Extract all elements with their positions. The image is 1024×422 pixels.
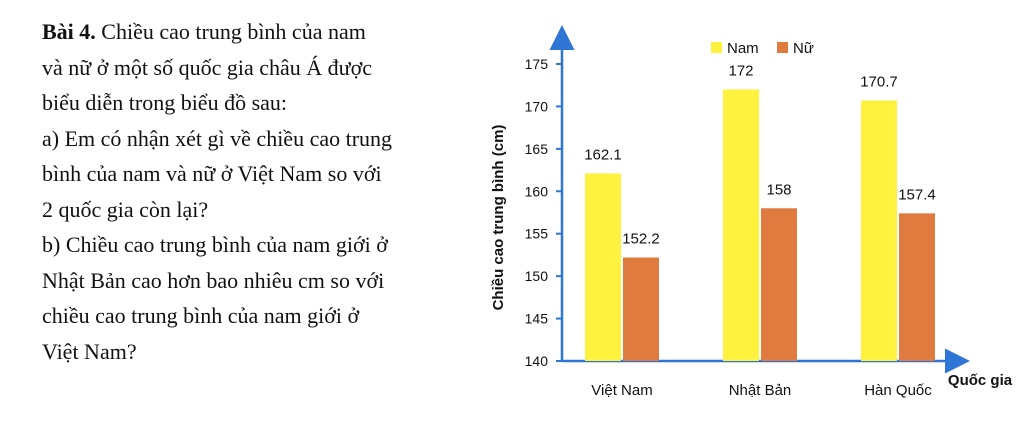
x-category-label: Việt Nam xyxy=(591,382,652,399)
question-a-line-1: a) Em có nhận xét gì về chiều cao trung xyxy=(42,125,393,151)
bar-data-label: 158 xyxy=(766,181,791,198)
exercise-title: Bài 4. xyxy=(42,19,96,44)
legend-label-nu: Nữ xyxy=(793,40,814,57)
bar-data-label: 152.2 xyxy=(622,230,660,247)
exercise-intro-line-1: Bài 4. Chiều cao trung bình của nam xyxy=(42,19,366,44)
bar-nu xyxy=(623,257,659,361)
x-category-label: Hàn Quốc xyxy=(864,382,932,399)
bar-nam xyxy=(723,89,759,361)
question-b-line-3: chiều cao trung bình của nam giới ở xyxy=(42,303,360,328)
question-b-line-4: Việt Nam? xyxy=(42,338,137,364)
legend-swatch-nu xyxy=(777,42,788,53)
x-axis-title: Quốc gia xyxy=(948,372,1013,389)
legend-swatch-nam xyxy=(711,42,722,53)
question-a-line-2: bình của nam và nữ ở Việt Nam so với xyxy=(42,161,382,186)
question-b-line-1: b) Chiều cao trung bình của nam giới ở xyxy=(42,232,388,257)
bar-data-label: 157.4 xyxy=(898,186,936,203)
exercise-intro-line-3: biểu diễn trong biểu đồ sau: xyxy=(42,90,288,115)
y-tick-label: 170 xyxy=(525,98,549,114)
x-category-label: Nhật Bản xyxy=(729,382,792,399)
bar-nam xyxy=(585,173,621,361)
question-b-line-2: Nhật Bản cao hơn bao nhiêu cm so với xyxy=(42,267,385,293)
height-bar-chart: 140 145 150 155 160 165 170 175 Chiều cao trung … xyxy=(490,25,1013,399)
y-tick-label: 175 xyxy=(525,56,549,72)
bar-nu xyxy=(899,213,935,361)
legend-label-nam: Nam xyxy=(727,40,759,57)
bar-nu xyxy=(761,208,797,361)
y-tick-label: 145 xyxy=(525,311,549,327)
question-a-line-3: 2 quốc gia còn lại? xyxy=(42,196,209,222)
exercise-text: Bài 4. Chiều cao trung bình của nam và n… xyxy=(42,14,482,369)
y-tick-label: 140 xyxy=(525,353,549,369)
exercise-intro-line-2: và nữ ở một số quốc gia châu Á được xyxy=(42,54,372,80)
y-axis-title: Chiều cao trung bình (cm) xyxy=(490,125,507,311)
y-tick-label: 155 xyxy=(525,226,549,242)
y-tick-label: 160 xyxy=(525,183,549,199)
y-tick-label: 150 xyxy=(525,268,549,284)
bar-nam xyxy=(861,100,897,361)
bar-data-label: 162.1 xyxy=(584,146,622,163)
bar-data-label: 172 xyxy=(728,62,753,79)
y-tick-label: 165 xyxy=(525,141,549,157)
bar-data-label: 170.7 xyxy=(860,73,898,90)
